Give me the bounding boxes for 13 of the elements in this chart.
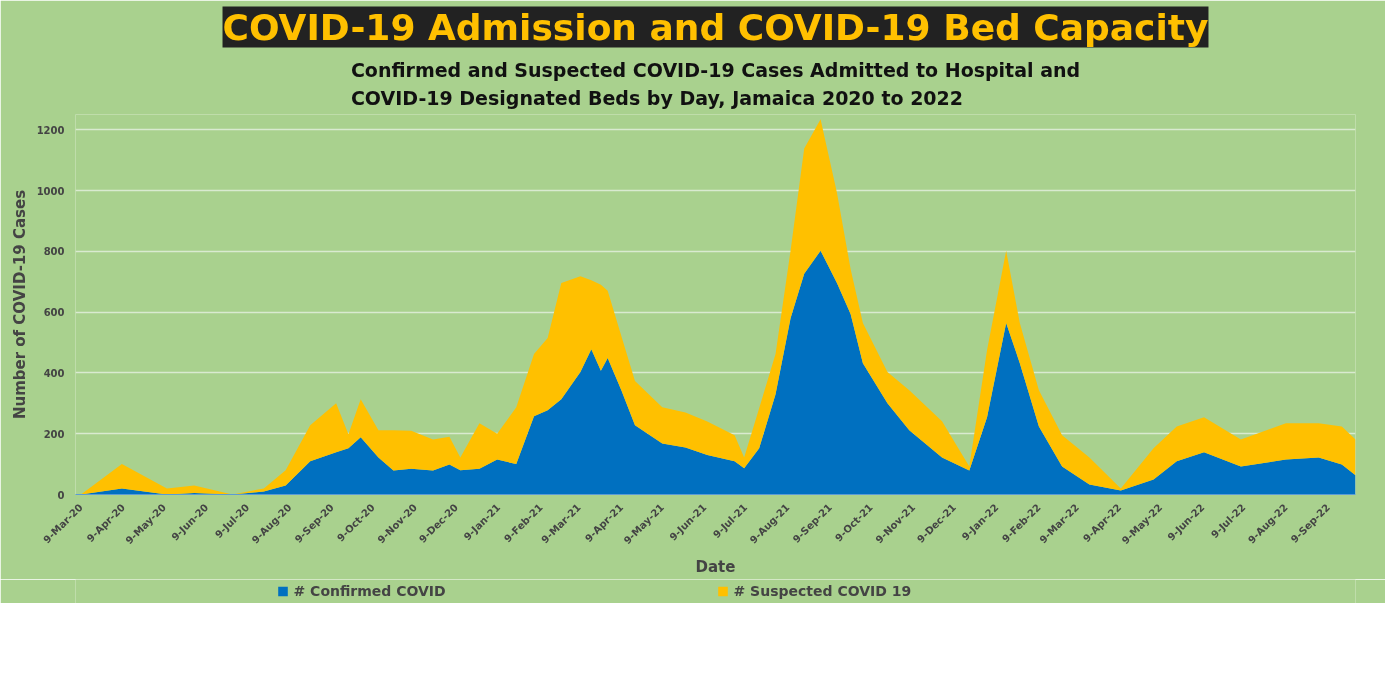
y-tick-label: 400 <box>43 367 65 379</box>
chart-title: COVID-19 Admission and COVID-19 Bed Capacity <box>222 6 1209 48</box>
y-tick-label: 800 <box>43 246 65 258</box>
y-tick-label: 0 <box>57 489 65 501</box>
legend-label: # Suspected COVID 19 <box>733 583 913 599</box>
y-tick-label: 600 <box>43 307 65 319</box>
x-axis-title: Date <box>695 558 736 577</box>
y-tick-label: 1000 <box>36 185 65 197</box>
chart-subtitle: Confirmed and Suspected COVID-19 Cases Admitted to Hospital and COVID-19 Designated Beds by Day, Jamaica 2020 to 2022 <box>350 58 1081 110</box>
y-tick-label: 200 <box>43 428 65 440</box>
y-axis-title: Number of COVID-19 Cases <box>10 189 29 420</box>
legend-label: # Confirmed COVID <box>293 583 447 599</box>
y-tick-label: 1200 <box>36 124 65 136</box>
